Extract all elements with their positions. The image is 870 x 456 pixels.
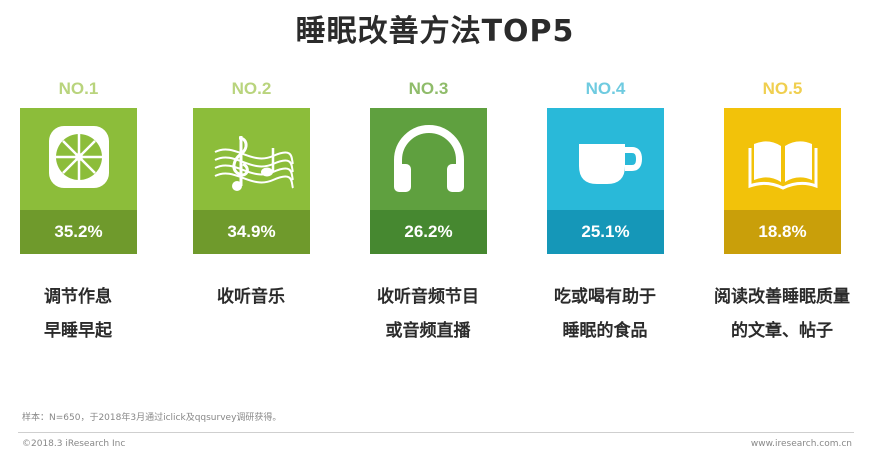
method-label-line: 或音频直播 xyxy=(385,321,471,341)
rank-item: NO.3 26.2% 收听音频节目 或音频直播 xyxy=(370,78,487,348)
cup-icon xyxy=(547,108,664,210)
headphones-icon xyxy=(370,108,487,210)
method-label-line: 早睡早起 xyxy=(44,321,112,341)
footer-divider xyxy=(18,432,854,433)
method-label: 收听音频节目 或音频直播 xyxy=(353,280,503,348)
rank-number: NO.2 xyxy=(231,79,272,98)
percentage-value: 34.9% xyxy=(193,210,310,254)
rank-item: NO.4 25.1% 吃或喝有助于 睡眠的食品 xyxy=(547,78,664,348)
method-label-line: 的文章、帖子 xyxy=(731,321,833,341)
rank-number: NO.5 xyxy=(762,79,803,98)
rank-item: NO.5 18.8% 阅读改善睡眠质量 的文章、帖子 xyxy=(714,78,850,348)
method-label-line: 收听音乐 xyxy=(217,287,285,307)
rank-card: 35.2% xyxy=(20,108,137,254)
rank-item: NO.1 35.2% 调节作息早睡早起 xyxy=(20,78,137,348)
percentage-value: 25.1% xyxy=(547,210,664,254)
method-label: 阅读改善睡眠质量 的文章、帖子 xyxy=(707,280,857,348)
method-label-line: 吃或喝有助于 xyxy=(554,287,656,307)
rank-card: 34.9% xyxy=(193,108,310,254)
method-label-line: 阅读改善睡眠质量 xyxy=(714,287,850,307)
rank-card: 25.1% xyxy=(547,108,664,254)
percentage-value: 18.8% xyxy=(724,210,841,254)
method-label-line: 睡眠的食品 xyxy=(562,321,648,341)
method-label-line: 收听音频节目 xyxy=(377,287,479,307)
website-link[interactable]: www.iresearch.com.cn xyxy=(750,439,852,449)
method-label: 吃或喝有助于 睡眠的食品 xyxy=(530,280,680,348)
percentage-value: 26.2% xyxy=(370,210,487,254)
sample-note: 样本：N=650，于2018年3月通过iclick及qqsurvey调研获得。 xyxy=(22,413,282,423)
rank-card: 26.2% xyxy=(370,108,487,254)
music-note-icon xyxy=(193,108,310,210)
method-label-line: 调节作息 xyxy=(44,287,112,307)
rank-number: NO.3 xyxy=(408,79,449,98)
book-icon xyxy=(724,108,841,210)
rank-number: NO.4 xyxy=(585,79,626,98)
percentage-value: 35.2% xyxy=(20,210,137,254)
rank-card: 18.8% xyxy=(724,108,841,254)
lime-icon xyxy=(20,108,137,210)
method-label: 收听音乐 xyxy=(176,280,326,314)
chart-title: 睡眠改善方法TOP5 xyxy=(295,14,575,49)
copyright-text: ©2018.3 iResearch Inc xyxy=(22,439,126,449)
method-label: 调节作息 早睡早起 xyxy=(3,280,153,348)
rank-number: NO.1 xyxy=(58,79,99,98)
rank-item: NO.2 34.9% 收听音乐 xyxy=(193,78,310,314)
